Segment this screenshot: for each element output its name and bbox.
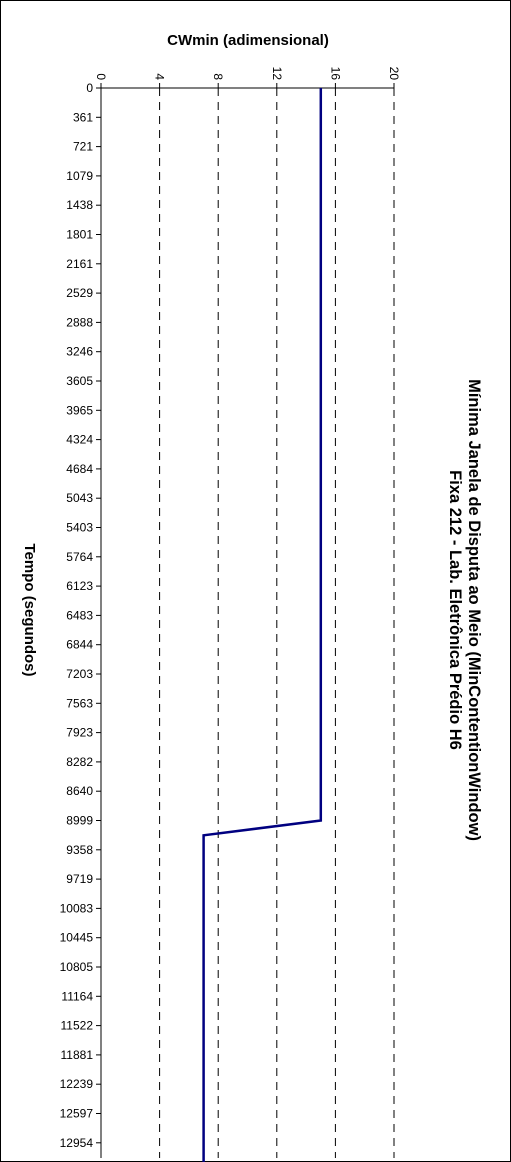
value-tick-label: 12 xyxy=(270,67,284,81)
value-tick-labels: 0 4 8 12 16 20 xyxy=(94,67,401,81)
time-tick-label: 0 xyxy=(86,81,93,95)
time-tick-label: 6483 xyxy=(66,608,93,622)
value-tick-label: 20 xyxy=(387,67,401,81)
time-tick-label: 1801 xyxy=(66,228,93,242)
time-tick-label: 7563 xyxy=(66,696,93,710)
value-tick-label: 16 xyxy=(328,67,342,81)
time-tick-label: 12239 xyxy=(60,1077,94,1091)
time-tick-label: 4684 xyxy=(66,462,93,476)
time-tick-label: 12954 xyxy=(60,1136,94,1150)
time-tick-label: 5403 xyxy=(66,521,93,535)
time-tick-label: 12597 xyxy=(60,1107,94,1121)
series-line-0 xyxy=(202,88,323,1162)
value-tick-label: 8 xyxy=(211,73,225,80)
value-tick-label: 0 xyxy=(94,73,108,80)
time-tick-label: 6123 xyxy=(66,579,93,593)
time-tick-label: 3246 xyxy=(66,345,93,359)
time-tick-label: 11522 xyxy=(61,1019,94,1033)
chart-title-line-1: Mínima Janela de Disputa ao Meio (MinCon… xyxy=(465,379,483,841)
time-tick-label: 7203 xyxy=(66,667,93,681)
time-tick-label: 7923 xyxy=(66,726,93,740)
time-tick-label: 8282 xyxy=(66,755,93,769)
time-tick-label: 3965 xyxy=(66,403,93,417)
time-axis-title: Tempo (segundos) xyxy=(21,543,38,676)
time-tick-label: 8999 xyxy=(66,814,93,828)
time-tick-label: 5764 xyxy=(66,550,93,564)
chart-title-line-2: Fixa 212 - Lab. Eletrônica Prédio H6 xyxy=(446,470,464,750)
time-tick-label: 9719 xyxy=(66,872,93,886)
time-tick-label: 1438 xyxy=(66,198,93,212)
series xyxy=(202,88,323,1162)
time-tick-label: 6844 xyxy=(66,638,93,652)
time-tick-label: 8640 xyxy=(66,784,93,798)
time-tick-label: 5043 xyxy=(66,491,93,505)
time-tick-label: 10083 xyxy=(60,901,94,915)
time-tick-label: 1079 xyxy=(66,169,93,183)
axes xyxy=(96,83,395,1158)
time-tick-label: 2529 xyxy=(66,286,93,300)
time-tick-label: 3605 xyxy=(66,374,93,388)
time-tick-label: 2888 xyxy=(66,315,93,329)
time-tick-label: 10445 xyxy=(60,931,94,945)
grid-lines xyxy=(159,88,395,1158)
value-axis-title: CWmin (adimensional) xyxy=(167,32,329,49)
time-tick-label: 2161 xyxy=(66,257,93,271)
time-tick-label: 721 xyxy=(73,140,93,154)
value-tick-label: 4 xyxy=(153,73,167,80)
time-tick-label: 10805 xyxy=(60,960,94,974)
time-tick-labels: 0 361 721 1079 1438 1801 2161 2529 2888 3246 3605 3… xyxy=(60,81,94,1150)
time-tick-label: 4324 xyxy=(66,433,93,447)
time-tick-label: 11881 xyxy=(61,1048,94,1062)
time-tick-label: 361 xyxy=(73,110,93,124)
time-tick-label: 11164 xyxy=(61,989,93,1003)
time-tick-label: 9358 xyxy=(66,843,93,857)
